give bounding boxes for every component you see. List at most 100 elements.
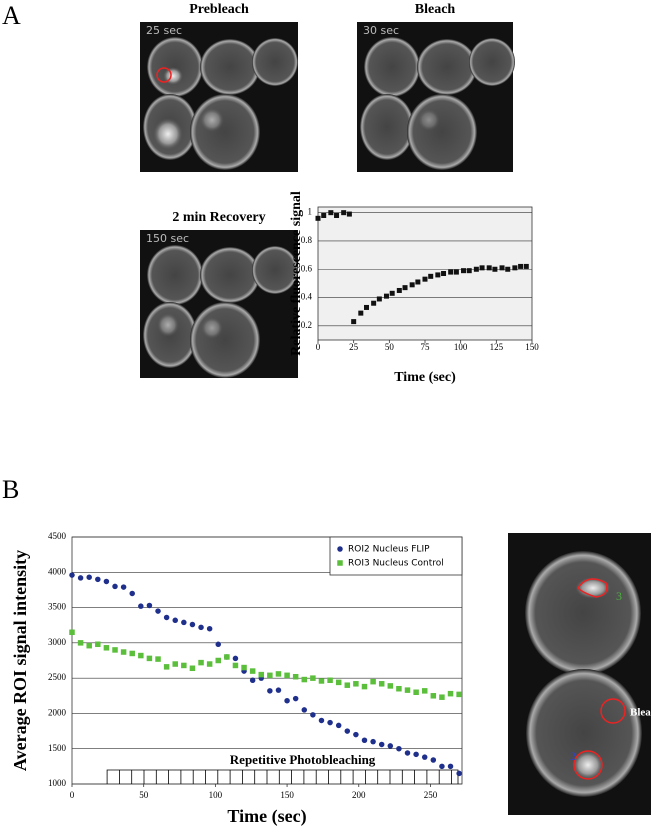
x-tick-label: 125 (490, 342, 504, 352)
timestamp: 30 sec (363, 24, 399, 37)
data-point (353, 681, 359, 687)
data-point (120, 649, 127, 655)
data-point (275, 671, 282, 677)
data-point (215, 657, 221, 664)
plot-area (317, 206, 533, 341)
data-point (292, 673, 299, 680)
data-point (456, 770, 462, 777)
data-point (86, 574, 92, 580)
y-tick-label: 4500 (48, 531, 67, 541)
data-point (439, 694, 445, 700)
data-point (435, 272, 441, 278)
y-tick-label: 2000 (48, 707, 67, 717)
y-tick-label: 2500 (48, 672, 67, 682)
data-point (258, 671, 265, 678)
data-point (396, 685, 402, 692)
timestamp: 150 sec (146, 232, 189, 245)
data-point (370, 678, 376, 685)
legend-label: ROI3 Nucleus Control (348, 559, 444, 569)
data-point (198, 659, 204, 666)
y-tick-label: 0.6 (301, 263, 313, 273)
data-point (189, 665, 196, 672)
y-tick-label: 3000 (48, 637, 67, 647)
y-tick-label: 0.2 (301, 320, 312, 330)
data-point (138, 603, 144, 609)
x-axis-title: Time (sec) (394, 370, 456, 385)
data-point (95, 641, 101, 648)
data-point (146, 655, 153, 662)
data-point (155, 608, 161, 614)
data-point (181, 662, 187, 669)
data-point (430, 757, 437, 763)
micrograph: 25 sec (140, 22, 298, 172)
data-point (376, 296, 382, 302)
data-point (232, 662, 239, 669)
data-point (421, 754, 428, 760)
data-point (284, 672, 290, 679)
x-tick-label: 200 (352, 790, 366, 800)
data-point (77, 640, 84, 646)
data-point (163, 664, 170, 670)
data-point (448, 269, 454, 275)
data-point (422, 276, 428, 282)
data-point (453, 269, 459, 275)
data-point (486, 265, 492, 271)
data-point (292, 695, 299, 702)
data-point (129, 590, 135, 597)
data-point (129, 650, 135, 657)
data-point (479, 265, 485, 271)
data-point (447, 763, 454, 770)
x-tick-label: 75 (421, 342, 431, 352)
data-point (232, 655, 239, 662)
data-point (428, 273, 434, 279)
bleach-label: Bleach (630, 707, 661, 719)
data-point (512, 265, 518, 271)
data-point (505, 266, 511, 272)
x-tick-label: 250 (424, 790, 438, 800)
y-tick-label: 3500 (48, 602, 67, 612)
roi-label: 3 (616, 589, 622, 603)
legend (329, 536, 463, 576)
data-point (344, 728, 351, 734)
data-point (370, 738, 376, 745)
data-point (409, 282, 415, 288)
y-axis-title: Relative fluorescence signal (289, 191, 304, 356)
data-point (224, 654, 230, 660)
data-point (492, 266, 498, 272)
data-point (181, 619, 187, 626)
y-tick-label: 1000 (48, 778, 67, 788)
data-point (461, 268, 467, 274)
data-point (189, 621, 196, 628)
data-point (335, 722, 342, 729)
legend-label: ROI2 Nucleus FLIP (348, 545, 430, 555)
data-point (378, 681, 385, 687)
data-point (523, 263, 529, 269)
data-point (267, 672, 273, 679)
x-tick-label: 150 (280, 790, 294, 800)
image-title: Prebleach (189, 2, 249, 17)
data-point (315, 215, 321, 221)
data-point (301, 707, 308, 713)
data-point (267, 688, 273, 694)
data-point (456, 691, 462, 698)
data-point (69, 629, 75, 636)
data-point (351, 319, 357, 325)
data-point (378, 741, 385, 748)
data-point (499, 265, 505, 271)
data-point (387, 683, 394, 689)
data-point (383, 293, 389, 299)
data-point (198, 624, 204, 631)
data-point (249, 677, 256, 684)
data-point (69, 572, 75, 578)
panel-label: A (2, 1, 21, 30)
bleach-bracket (106, 769, 459, 784)
data-point (172, 617, 178, 624)
data-point (335, 679, 342, 686)
data-point (95, 576, 101, 583)
panel-label: B (2, 475, 19, 504)
annotation: Repetitive Photobleaching (230, 752, 376, 767)
data-point (396, 745, 402, 752)
data-point (327, 719, 333, 726)
data-point (275, 687, 282, 693)
y-tick-label: 4000 (48, 566, 67, 576)
